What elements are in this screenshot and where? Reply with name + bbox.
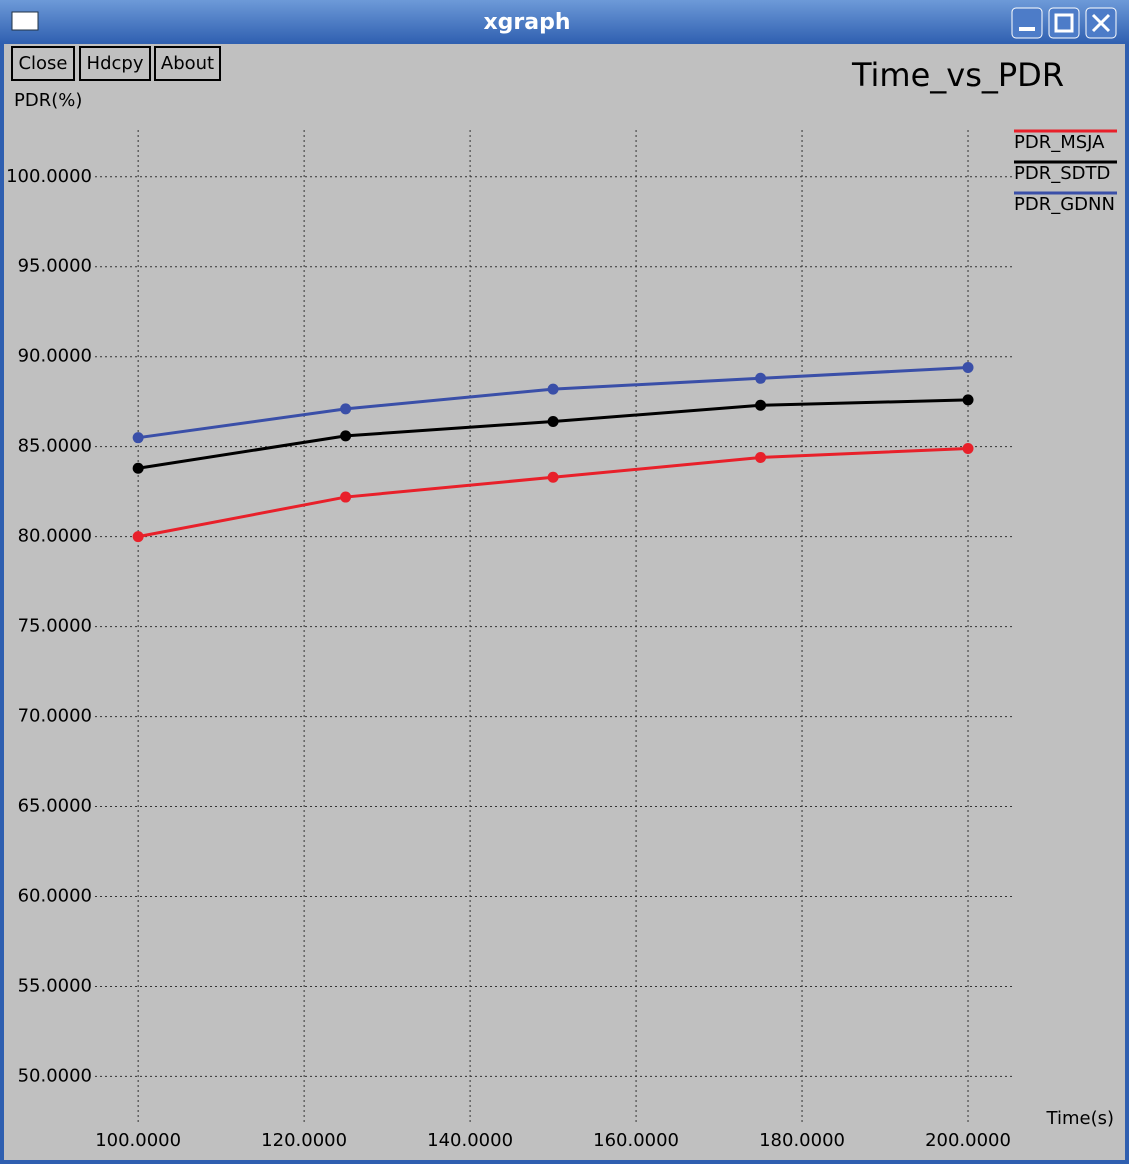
button[interactable]: [11, 46, 75, 81]
data-point: [340, 491, 352, 503]
title-bar: [0, 0, 1129, 44]
y-tick-label: 80.0000: [18, 526, 92, 547]
x-tick-label: 140.0000: [427, 1130, 513, 1151]
y-tick-label: 50.0000: [18, 1065, 92, 1086]
minimize-icon: [1019, 27, 1035, 31]
button[interactable]: [79, 46, 151, 81]
data-point: [340, 403, 352, 415]
legend-label: PDR_MSJA: [1014, 132, 1105, 153]
window-title: xgraph: [483, 10, 570, 35]
data-point: [755, 399, 767, 411]
x-tick-label: 180.0000: [759, 1130, 845, 1151]
data-point: [132, 531, 144, 543]
window-icon: [11, 11, 39, 31]
x-tick-label: 120.0000: [261, 1130, 347, 1151]
y-tick-label: 90.0000: [18, 346, 92, 367]
data-point: [547, 383, 559, 395]
y-tick-label: 55.0000: [18, 975, 92, 996]
data-point: [547, 415, 559, 427]
y-tick-label: 75.0000: [18, 616, 92, 637]
y-tick-label: 65.0000: [18, 796, 92, 817]
maximize-icon: [1054, 13, 1074, 33]
x-tick-label: 200.0000: [925, 1130, 1011, 1151]
button-label: About: [161, 53, 214, 74]
data-point: [132, 462, 144, 474]
button[interactable]: [154, 46, 221, 81]
data-point: [962, 394, 974, 406]
y-tick-label: 85.0000: [18, 436, 92, 457]
data-point: [755, 372, 767, 384]
x-axis-label: Time(s): [1046, 1108, 1114, 1129]
data-point: [962, 362, 974, 374]
close-icon: [1091, 13, 1111, 33]
data-point: [962, 442, 974, 454]
minimize-button[interactable]: [1011, 7, 1043, 39]
window-body: [4, 44, 1125, 1160]
x-tick-label: 100.0000: [95, 1130, 181, 1151]
legend-label: PDR_SDTD: [1014, 163, 1110, 184]
window-controls: [1011, 7, 1117, 39]
data-point: [755, 451, 767, 463]
y-axis-label: PDR(%): [14, 90, 82, 111]
data-point: [132, 432, 144, 444]
button-label: Hdcpy: [87, 53, 144, 74]
y-tick-label: 95.0000: [18, 256, 92, 277]
legend: PDR_MSJA PDR_SDTD PDR_GDNN: [1014, 129, 1117, 215]
data-point: [547, 471, 559, 483]
y-tick-label: 100.0000: [6, 166, 92, 187]
chart-title: Time_vs_PDR: [851, 56, 1064, 94]
legend-label: PDR_GDNN: [1014, 194, 1115, 215]
data-point: [340, 430, 352, 442]
y-tick-label: 60.0000: [18, 885, 92, 906]
y-tick-label: 70.0000: [18, 706, 92, 727]
button-label: Close: [18, 53, 67, 74]
maximize-button[interactable]: [1048, 7, 1080, 39]
x-tick-label: 160.0000: [593, 1130, 679, 1151]
